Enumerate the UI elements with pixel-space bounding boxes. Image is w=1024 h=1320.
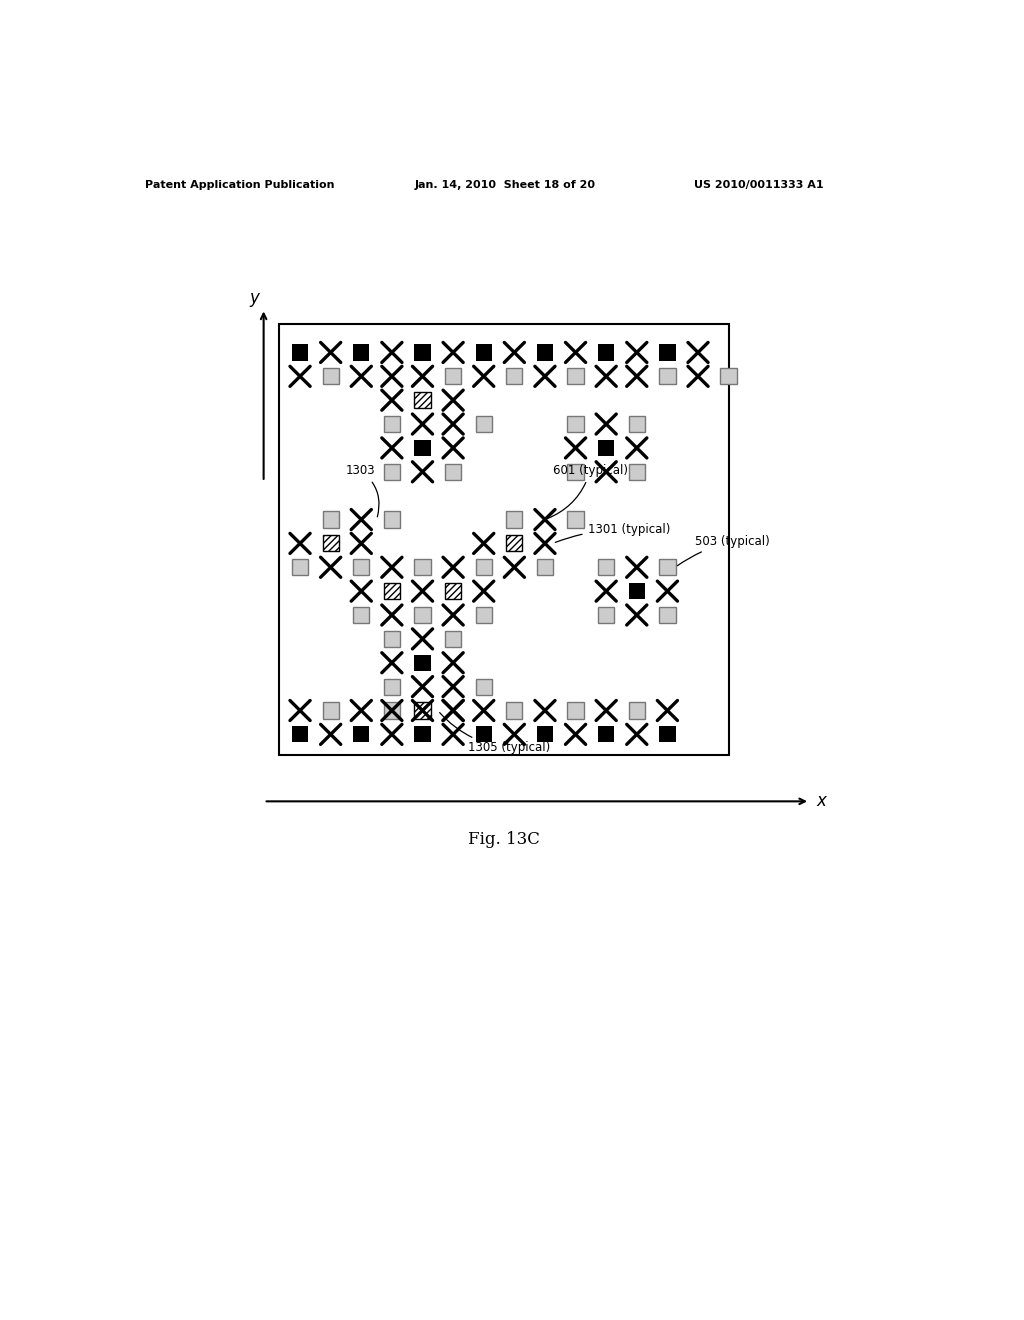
Bar <box>598 560 614 576</box>
Text: 1305 (typical): 1305 (typical) <box>439 713 551 754</box>
Bar <box>506 511 522 528</box>
Bar <box>598 440 614 455</box>
Bar <box>353 607 370 623</box>
Bar <box>384 631 400 647</box>
Bar <box>353 726 370 742</box>
Bar <box>415 702 431 718</box>
Bar <box>567 702 584 718</box>
Bar <box>292 560 308 576</box>
Bar <box>353 560 370 576</box>
Text: Jan. 14, 2010  Sheet 18 of 20: Jan. 14, 2010 Sheet 18 of 20 <box>415 181 596 190</box>
Bar <box>292 345 308 360</box>
Bar <box>323 511 339 528</box>
Bar <box>384 583 400 599</box>
Bar <box>721 368 736 384</box>
Bar <box>659 607 676 623</box>
Bar <box>415 392 431 408</box>
Bar <box>659 345 676 360</box>
Bar <box>567 463 584 480</box>
Bar <box>415 345 431 360</box>
Bar <box>659 368 676 384</box>
Bar <box>659 726 676 742</box>
Bar <box>598 607 614 623</box>
Text: US 2010/0011333 A1: US 2010/0011333 A1 <box>693 181 823 190</box>
Bar <box>567 511 584 528</box>
Bar <box>415 440 431 455</box>
Text: 1301 (typical): 1301 (typical) <box>555 523 670 543</box>
Bar <box>475 416 492 432</box>
Bar <box>323 702 339 718</box>
Bar <box>384 511 400 528</box>
Bar <box>537 726 553 742</box>
Bar <box>598 726 614 742</box>
Bar <box>629 463 645 480</box>
Bar <box>567 416 584 432</box>
Bar <box>415 726 431 742</box>
Bar <box>445 463 461 480</box>
Bar <box>537 345 553 360</box>
Bar <box>629 583 645 599</box>
Bar <box>506 536 522 552</box>
Text: y: y <box>250 289 259 308</box>
Bar <box>506 702 522 718</box>
Bar <box>384 463 400 480</box>
Text: x: x <box>816 792 826 810</box>
Bar <box>292 726 308 742</box>
Bar <box>384 702 400 718</box>
Bar <box>598 345 614 360</box>
Bar <box>475 726 492 742</box>
Text: 1303: 1303 <box>346 465 379 517</box>
Bar <box>280 323 729 755</box>
Bar <box>445 631 461 647</box>
Text: 503 (typical): 503 (typical) <box>678 535 769 566</box>
Bar <box>445 583 461 599</box>
Bar <box>659 560 676 576</box>
Bar <box>415 607 431 623</box>
Bar <box>629 416 645 432</box>
Bar <box>445 368 461 384</box>
Text: Fig. 13C: Fig. 13C <box>468 832 540 849</box>
Bar <box>415 560 431 576</box>
Bar <box>475 678 492 694</box>
Bar <box>323 368 339 384</box>
Bar <box>506 368 522 384</box>
Bar <box>475 345 492 360</box>
Bar <box>567 368 584 384</box>
Text: Patent Application Publication: Patent Application Publication <box>145 181 335 190</box>
Bar <box>415 655 431 671</box>
Bar <box>353 345 370 360</box>
Bar <box>475 607 492 623</box>
Bar <box>475 560 492 576</box>
Bar <box>537 560 553 576</box>
Bar <box>384 416 400 432</box>
Text: 601 (typical): 601 (typical) <box>548 465 628 519</box>
Bar <box>384 678 400 694</box>
Bar <box>629 702 645 718</box>
Bar <box>323 536 339 552</box>
